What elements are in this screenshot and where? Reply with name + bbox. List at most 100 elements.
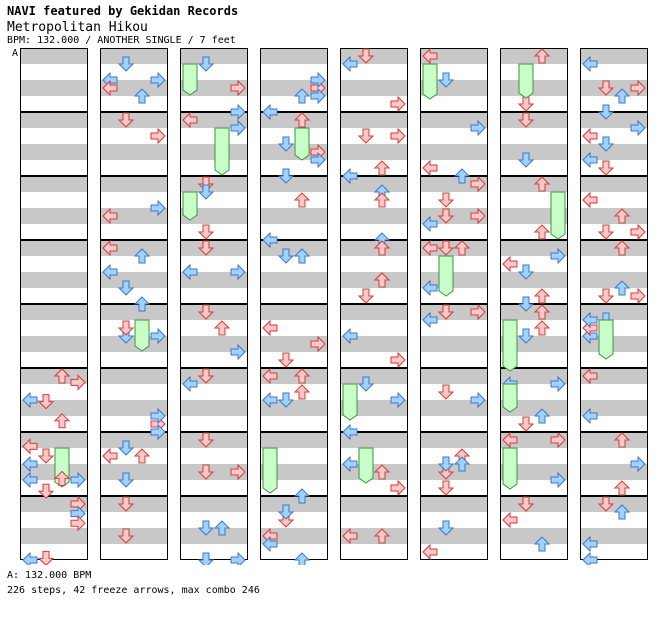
measure-stripe [580, 464, 648, 480]
measure-stripe [20, 496, 88, 512]
measure-stripe [180, 464, 248, 480]
measure-stripe [340, 272, 408, 288]
measure-stripe [420, 48, 488, 64]
measure-stripe [340, 368, 408, 384]
measure-stripe [260, 144, 328, 160]
measure-stripe [260, 176, 328, 192]
right-arrow [550, 471, 566, 489]
measure-stripe [180, 336, 248, 352]
measure-stripe [180, 528, 248, 544]
measure-stripe [340, 336, 408, 352]
measure-box [20, 432, 88, 496]
down-arrow [277, 352, 295, 368]
left-arrow [22, 391, 38, 409]
measure-stripe [100, 336, 168, 352]
bpm-marker: A [12, 48, 19, 59]
down-arrow [517, 112, 535, 128]
up-arrow [613, 280, 631, 296]
freeze-arrow [134, 319, 150, 352]
up-arrow [373, 528, 391, 544]
measure-stripe [100, 80, 168, 96]
measure-stripe [180, 432, 248, 448]
measure-stripe [20, 336, 88, 352]
measure-stripe [180, 304, 248, 320]
freeze-arrow [262, 447, 278, 494]
up-arrow [613, 88, 631, 104]
up-arrow [133, 296, 151, 312]
right-arrow [630, 119, 646, 137]
measure-box [580, 304, 648, 368]
measure-stripe [260, 496, 328, 512]
right-arrow [70, 471, 86, 489]
measure-box [420, 304, 488, 368]
measure-stripe [100, 240, 168, 256]
measure-stripe [500, 112, 568, 128]
down-arrow [597, 136, 615, 152]
measure-stripe [100, 496, 168, 512]
down-arrow [197, 240, 215, 256]
measure-stripe [580, 528, 648, 544]
right-arrow [230, 263, 246, 281]
measure-stripe [420, 432, 488, 448]
left-arrow [342, 527, 358, 545]
measure-stripe [340, 240, 408, 256]
left-arrow [182, 375, 198, 393]
measure-box [20, 112, 88, 176]
measure-stripe [20, 400, 88, 416]
measure-stripe [260, 272, 328, 288]
down-arrow [437, 240, 455, 256]
right-arrow [470, 175, 486, 193]
right-arrow [630, 455, 646, 473]
up-arrow [613, 480, 631, 496]
right-arrow [550, 375, 566, 393]
measure-stripe [260, 240, 328, 256]
measure-stripe [420, 400, 488, 416]
measure-stripe [580, 48, 648, 64]
measure-stripe [580, 80, 648, 96]
down-arrow [37, 483, 55, 499]
down-arrow [597, 160, 615, 176]
left-arrow [342, 455, 358, 473]
right-arrow [470, 303, 486, 321]
freeze-arrow [358, 447, 374, 484]
up-arrow [533, 304, 551, 320]
measure-box [180, 304, 248, 368]
measure-stripe [20, 272, 88, 288]
measure-stripe [580, 208, 648, 224]
down-arrow [597, 104, 615, 120]
measure-stripe [260, 48, 328, 64]
up-arrow [293, 368, 311, 384]
right-arrow [630, 287, 646, 305]
right-arrow [230, 119, 246, 137]
left-arrow [582, 127, 598, 145]
up-arrow [613, 504, 631, 520]
up-arrow [133, 248, 151, 264]
measure-stripe [180, 176, 248, 192]
measure-box [260, 304, 328, 368]
right-arrow [550, 247, 566, 265]
step-chart [20, 47, 648, 565]
measure-box [420, 240, 488, 304]
up-arrow [53, 413, 71, 429]
left-arrow [262, 391, 278, 409]
left-arrow [22, 438, 38, 455]
measure-stripe [420, 208, 488, 224]
freeze-arrow [422, 63, 438, 100]
measure-box [20, 304, 88, 368]
measure-stripe [500, 368, 568, 384]
measure-stripe [180, 48, 248, 64]
measure-stripe [420, 144, 488, 160]
down-arrow [437, 456, 455, 472]
left-arrow [422, 311, 438, 329]
up-arrow [613, 432, 631, 448]
measure-stripe [500, 432, 568, 448]
measure-stripe [20, 112, 88, 128]
measure-box [20, 48, 88, 112]
measure-stripe [580, 496, 648, 512]
left-arrow [262, 103, 278, 121]
down-arrow [277, 504, 295, 520]
left-arrow [582, 535, 598, 553]
song-artist-title: NAVI featured by Gekidan Records [7, 4, 239, 18]
right-arrow [390, 351, 406, 369]
measure-stripe [100, 464, 168, 480]
